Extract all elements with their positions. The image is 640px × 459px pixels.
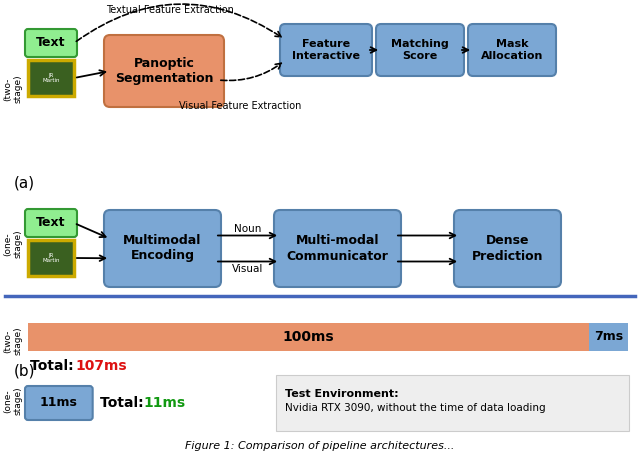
Text: Multimodal
Encoding: Multimodal Encoding <box>124 235 202 263</box>
Text: 11ms: 11ms <box>40 397 78 409</box>
Text: 11ms: 11ms <box>143 396 185 410</box>
Text: EPNG
(one-
stage): EPNG (one- stage) <box>0 386 23 415</box>
Text: Feature
Interactive: Feature Interactive <box>292 39 360 61</box>
Text: Matching
Score: Matching Score <box>391 39 449 61</box>
Text: Mask
Allocation: Mask Allocation <box>481 39 543 61</box>
Text: EPNG
(one-
stage): EPNG (one- stage) <box>0 230 23 258</box>
Text: Text: Text <box>36 37 66 50</box>
FancyBboxPatch shape <box>25 386 93 420</box>
Text: Textual Feature Extraction: Textual Feature Extraction <box>106 5 234 15</box>
Text: Total:: Total: <box>100 396 148 410</box>
Text: 100ms: 100ms <box>283 330 334 344</box>
FancyBboxPatch shape <box>274 210 401 287</box>
Text: (b): (b) <box>14 364 35 379</box>
FancyBboxPatch shape <box>276 375 629 431</box>
Text: Noun: Noun <box>234 224 261 234</box>
Text: JR
Martin: JR Martin <box>42 73 60 84</box>
FancyBboxPatch shape <box>104 35 224 107</box>
Text: PNG
(two-
stage): PNG (two- stage) <box>0 327 23 355</box>
FancyBboxPatch shape <box>25 209 77 237</box>
FancyBboxPatch shape <box>28 60 74 96</box>
Text: 107ms: 107ms <box>75 359 127 373</box>
FancyBboxPatch shape <box>25 29 77 57</box>
Text: Text: Text <box>36 217 66 230</box>
Text: JR
Martin: JR Martin <box>42 252 60 263</box>
FancyBboxPatch shape <box>376 24 464 76</box>
Text: Visual: Visual <box>232 263 263 274</box>
Text: Total:: Total: <box>30 359 79 373</box>
Text: Multi-modal
Communicator: Multi-modal Communicator <box>287 235 388 263</box>
Text: (a): (a) <box>14 176 35 191</box>
Text: Nvidia RTX 3090, without the time of data loading: Nvidia RTX 3090, without the time of dat… <box>285 403 546 413</box>
Text: Visual Feature Extraction: Visual Feature Extraction <box>179 101 301 111</box>
Text: PNG
(two-
stage): PNG (two- stage) <box>0 75 23 103</box>
FancyBboxPatch shape <box>104 210 221 287</box>
FancyBboxPatch shape <box>454 210 561 287</box>
FancyBboxPatch shape <box>468 24 556 76</box>
Text: Dense
Prediction: Dense Prediction <box>472 235 543 263</box>
Text: Test Environment:: Test Environment: <box>285 389 399 399</box>
FancyBboxPatch shape <box>28 240 74 276</box>
FancyBboxPatch shape <box>280 24 372 76</box>
Text: Figure 1: Comparison of pipeline architectures...: Figure 1: Comparison of pipeline archite… <box>186 441 454 451</box>
Text: Panoptic
Segmentation: Panoptic Segmentation <box>115 57 213 85</box>
FancyBboxPatch shape <box>28 323 589 351</box>
Text: 7ms: 7ms <box>594 330 623 343</box>
FancyBboxPatch shape <box>589 323 628 351</box>
